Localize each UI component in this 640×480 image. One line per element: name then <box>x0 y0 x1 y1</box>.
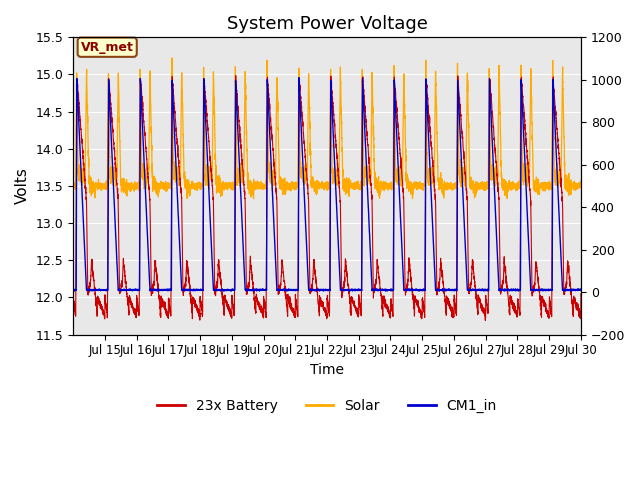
X-axis label: Time: Time <box>310 363 344 377</box>
Legend: 23x Battery, Solar, CM1_in: 23x Battery, Solar, CM1_in <box>152 394 502 419</box>
Text: VR_met: VR_met <box>81 41 134 54</box>
Y-axis label: Volts: Volts <box>15 168 30 204</box>
Title: System Power Voltage: System Power Voltage <box>227 15 428 33</box>
